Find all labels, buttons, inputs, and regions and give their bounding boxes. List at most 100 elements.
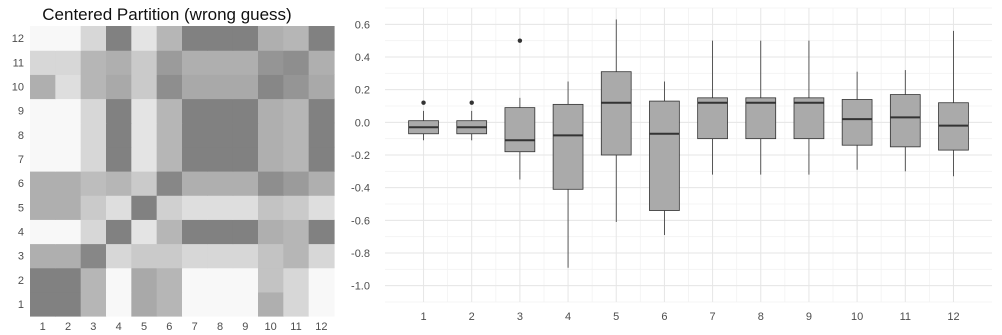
heatmap-cell-3-2 [55, 243, 82, 269]
box-5 [600, 19, 632, 222]
boxplot-y-tick-label: 0.6 [355, 19, 370, 31]
heatmap-cell-12-1 [30, 26, 56, 51]
boxplot-x-tick-label: 9 [806, 311, 812, 323]
heatmap-cell-11-4 [106, 50, 132, 75]
heatmap-cell-4-11 [283, 219, 310, 245]
boxplot-y-tick-label: -1.0 [351, 281, 370, 293]
heatmap-y-tick-label: 9 [18, 106, 24, 118]
heatmap-cell-7-4 [106, 146, 132, 172]
heatmap-cell-8-10 [258, 122, 284, 148]
heatmap-cell-9-3 [80, 98, 107, 124]
heatmap-cell-10-11 [283, 74, 310, 100]
heatmap-cell-9-2 [55, 98, 82, 124]
box-body [793, 97, 825, 140]
heatmap-cell-3-8 [207, 243, 234, 269]
box-3 [504, 38, 536, 180]
heatmap-x-ticks: 1 2 3 4 5 6 7 8 9 10 11 12 [40, 321, 328, 333]
heatmap-cell-6-1 [30, 171, 56, 196]
heatmap-x-tick-label: 10 [265, 321, 277, 333]
heatmap-cell-4-6 [156, 219, 183, 245]
outlier-point [421, 100, 426, 105]
heatmap-cell-9-4 [106, 98, 132, 124]
heatmap-cell-11-9 [232, 50, 259, 75]
boxplot-x-tick-label: 3 [517, 311, 523, 323]
heatmap-cell-7-12 [308, 146, 335, 172]
heatmap-cell-6-9 [232, 171, 259, 196]
heatmap-cell-2-9 [232, 267, 259, 293]
heatmap-cell-10-10 [258, 74, 284, 100]
heatmap-cell-4-3 [80, 219, 107, 245]
heatmap-cell-11-12 [308, 50, 335, 75]
heatmap-title: Centered Partition (wrong guess) [42, 5, 291, 24]
heatmap-cell-6-8 [207, 171, 234, 196]
box-4 [552, 81, 584, 268]
boxplot-x-tick-label: 5 [613, 311, 619, 323]
heatmap-cell-11-8 [207, 50, 234, 75]
heatmap-cell-7-9 [232, 146, 259, 172]
heatmap-cell-3-9 [232, 243, 259, 269]
boxplot-x-tick-label: 12 [947, 311, 959, 323]
heatmap-cell-8-5 [131, 122, 158, 148]
heatmap-cell-5-12 [308, 195, 335, 220]
heatmap-x-tick-label: 8 [217, 321, 223, 333]
heatmap-cell-9-12 [308, 98, 335, 124]
heatmap-cell-6-10 [258, 171, 284, 196]
boxplot-x-tick-label: 4 [565, 311, 571, 323]
heatmap-cell-2-7 [182, 267, 208, 293]
heatmap-cell-4-8 [207, 219, 234, 245]
boxplot-x-ticks: 1 2 3 4 5 6 7 8 9 10 11 12 [420, 311, 959, 323]
heatmap-cell-6-7 [182, 171, 208, 196]
heatmap-cell-11-5 [131, 50, 158, 75]
heatmap-cell-5-6 [156, 195, 183, 220]
heatmap-cell-9-11 [283, 98, 310, 124]
heatmap-cell-8-9 [232, 122, 259, 148]
heatmap-cell-12-12 [308, 26, 335, 51]
heatmap-cell-8-12 [308, 122, 335, 148]
box-body [889, 94, 921, 148]
heatmap-cell-6-11 [283, 171, 310, 196]
heatmap-cell-8-11 [283, 122, 310, 148]
heatmap-y-tick-label: 1 [18, 299, 24, 311]
heatmap-cell-12-7 [182, 26, 208, 51]
heatmap-cell-7-11 [283, 146, 310, 172]
heatmap-x-tick-label: 11 [290, 321, 301, 333]
heatmap-cell-10-2 [55, 74, 82, 100]
heatmap-cell-3-7 [182, 243, 208, 269]
boxplot-y-tick-label: 0.0 [355, 117, 370, 129]
heatmap-cell-10-9 [232, 74, 259, 100]
heatmap-cell-11-7 [182, 50, 208, 75]
boxplot-y-tick-label: -0.6 [351, 215, 370, 227]
heatmap-cell-2-10 [258, 267, 284, 293]
heatmap-cell-6-5 [131, 171, 158, 196]
box-body [552, 103, 584, 190]
heatmap-cell-10-1 [30, 74, 56, 100]
heatmap-cell-3-10 [258, 243, 284, 269]
heatmap-y-tick-label: 5 [18, 202, 24, 214]
heatmap-cell-12-5 [131, 26, 158, 51]
outlier-point [469, 100, 474, 105]
heatmap-cell-12-8 [207, 26, 234, 51]
box-6 [649, 81, 680, 236]
heatmap-cell-5-9 [232, 195, 259, 220]
heatmap-cell-6-6 [156, 171, 183, 196]
heatmap-cell-5-10 [258, 195, 284, 220]
heatmap-cell-8-2 [55, 122, 82, 148]
boxplot-y-tick-label: 0.4 [355, 52, 370, 64]
heatmap-cell-10-5 [131, 74, 158, 100]
heatmap-cell-2-1 [30, 267, 56, 293]
heatmap-cell-3-1 [30, 243, 56, 269]
heatmap-cell-11-2 [55, 50, 82, 75]
heatmap-cell-3-4 [106, 243, 132, 269]
heatmap-cell-1-11 [283, 291, 310, 317]
heatmap-cell-5-11 [283, 195, 310, 220]
boxplot-marks [408, 19, 969, 268]
boxplot-y-tick-label: -0.2 [351, 150, 370, 162]
heatmap-cell-5-7 [182, 195, 208, 220]
heatmap-cell-10-7 [182, 74, 208, 100]
heatmap-cell-5-1 [30, 195, 56, 220]
heatmap-cell-9-5 [131, 98, 158, 124]
boxplot-x-tick-label: 10 [851, 311, 863, 323]
